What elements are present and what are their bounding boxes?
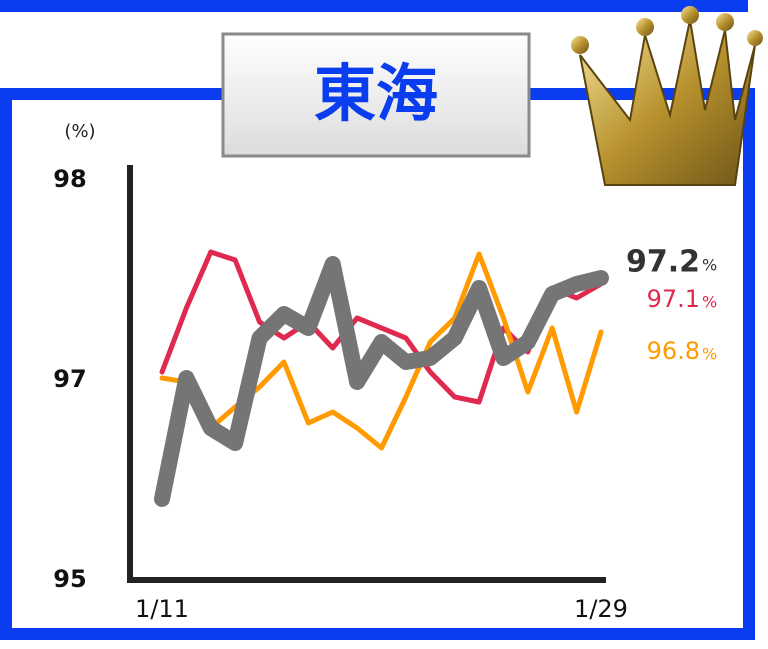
end-label: 96.8 [647, 337, 700, 365]
chart-title: 東海 [314, 57, 438, 130]
top-bar [0, 0, 748, 12]
crown [571, 6, 763, 186]
y-tick-label: 97 [53, 365, 86, 393]
series-line [159, 249, 604, 405]
x-tick-label: 1/29 [574, 595, 628, 623]
series-line [159, 251, 604, 451]
y-tick-label: 98 [53, 165, 86, 193]
y-tick-label: 95 [53, 565, 86, 593]
x-tick-label: 1/11 [135, 595, 189, 623]
end-unit: % [702, 293, 717, 312]
end-label: 97.1 [647, 285, 700, 313]
end-unit: % [702, 345, 717, 364]
end-unit: % [702, 256, 717, 275]
series-line [154, 256, 609, 507]
end-label: 97.2 [626, 245, 700, 280]
y-unit: (%) [64, 121, 95, 142]
title-box [221, 32, 531, 158]
